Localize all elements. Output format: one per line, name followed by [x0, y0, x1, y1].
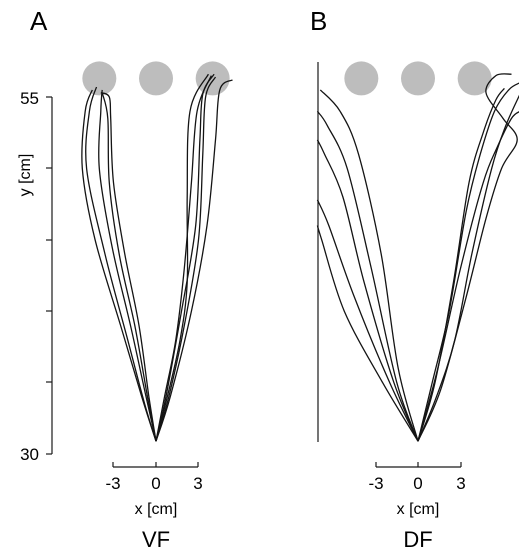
trajectory-df-10: [417, 73, 518, 442]
panel-b: B -3 0 3 x [cm] DF: [310, 6, 519, 552]
trajectory-vf-8: [155, 76, 217, 442]
x-tick-label-a-0: 0: [151, 474, 160, 493]
trajectory-vf-2: [81, 89, 157, 442]
trajectory-df-7: [417, 111, 519, 442]
target-circle: [401, 61, 435, 96]
target-circle: [139, 61, 173, 96]
target-circle: [82, 61, 117, 96]
trajectory-df-1: [316, 225, 419, 442]
trajectory-df-5: [319, 89, 419, 442]
y-axis-title: y [cm]: [17, 154, 34, 197]
y-tick-label-30: 30: [20, 445, 39, 464]
target-circle: [195, 61, 230, 96]
x-axis-title-b: x [cm]: [397, 501, 440, 518]
trajectory-vf-9: [155, 73, 209, 442]
trajectories-vf: [81, 73, 233, 442]
condition-label-df: DF: [403, 527, 432, 552]
trajectory-df-3: [316, 139, 419, 442]
panel-label-b: B: [310, 6, 327, 36]
y-tick-label-55: 55: [20, 89, 39, 108]
x-axis-title-a: x [cm]: [135, 501, 178, 518]
trajectory-df-2: [316, 199, 419, 442]
condition-label-vf: VF: [142, 527, 170, 552]
trajectories-df: [316, 73, 519, 442]
panel-a: A y [cm] 55 30 -3 0 3 x [cm] VF: [17, 6, 233, 552]
target-circle: [344, 61, 379, 96]
x-tick-label-b-3: 3: [456, 474, 465, 493]
trajectory-vf-7: [155, 79, 233, 442]
targets-b: [344, 61, 492, 96]
panel-label-a: A: [30, 6, 48, 36]
trajectory-vf-10: [155, 75, 212, 442]
x-tick-label-b-0: 0: [413, 474, 422, 493]
x-tick-label-b-minus3: -3: [368, 474, 383, 493]
trajectory-df-8: [417, 82, 519, 442]
trajectory-df-9: [417, 94, 519, 442]
target-circle: [457, 61, 492, 96]
trajectory-df-6: [417, 87, 505, 442]
trajectory-vf-1: [85, 86, 157, 442]
trajectory-df-4: [316, 110, 419, 442]
trajectory-vf-5: [98, 89, 157, 442]
x-tick-label-a-3: 3: [193, 474, 202, 493]
x-tick-label-a-minus3: -3: [105, 474, 120, 493]
trajectory-vf-4: [100, 92, 157, 442]
trajectory-vf-3: [101, 92, 157, 442]
